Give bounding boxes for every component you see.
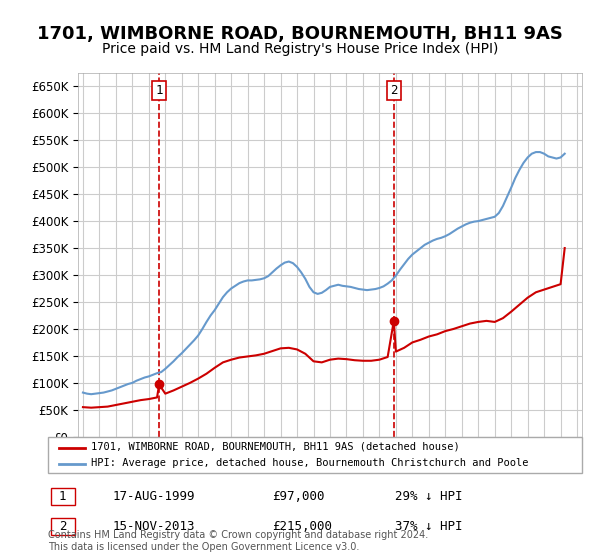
Text: £215,000: £215,000 bbox=[272, 520, 332, 534]
Text: Contains HM Land Registry data © Crown copyright and database right 2024.
This d: Contains HM Land Registry data © Crown c… bbox=[48, 530, 428, 552]
Text: 29% ↓ HPI: 29% ↓ HPI bbox=[395, 489, 463, 503]
Text: 37% ↓ HPI: 37% ↓ HPI bbox=[395, 520, 463, 534]
FancyBboxPatch shape bbox=[50, 488, 75, 505]
FancyBboxPatch shape bbox=[48, 437, 582, 473]
Text: 2: 2 bbox=[59, 520, 66, 534]
Text: HPI: Average price, detached house, Bournemouth Christchurch and Poole: HPI: Average price, detached house, Bour… bbox=[91, 459, 528, 468]
Text: 1701, WIMBORNE ROAD, BOURNEMOUTH, BH11 9AS: 1701, WIMBORNE ROAD, BOURNEMOUTH, BH11 9… bbox=[37, 25, 563, 43]
Text: 1: 1 bbox=[155, 83, 163, 97]
Text: £97,000: £97,000 bbox=[272, 489, 325, 503]
Text: 1701, WIMBORNE ROAD, BOURNEMOUTH, BH11 9AS (detached house): 1701, WIMBORNE ROAD, BOURNEMOUTH, BH11 9… bbox=[91, 442, 460, 452]
Text: 1: 1 bbox=[59, 489, 66, 503]
Text: 15-NOV-2013: 15-NOV-2013 bbox=[112, 520, 194, 534]
FancyBboxPatch shape bbox=[50, 519, 75, 535]
Text: Price paid vs. HM Land Registry's House Price Index (HPI): Price paid vs. HM Land Registry's House … bbox=[102, 42, 498, 56]
Text: 17-AUG-1999: 17-AUG-1999 bbox=[112, 489, 194, 503]
Text: 2: 2 bbox=[390, 83, 398, 97]
